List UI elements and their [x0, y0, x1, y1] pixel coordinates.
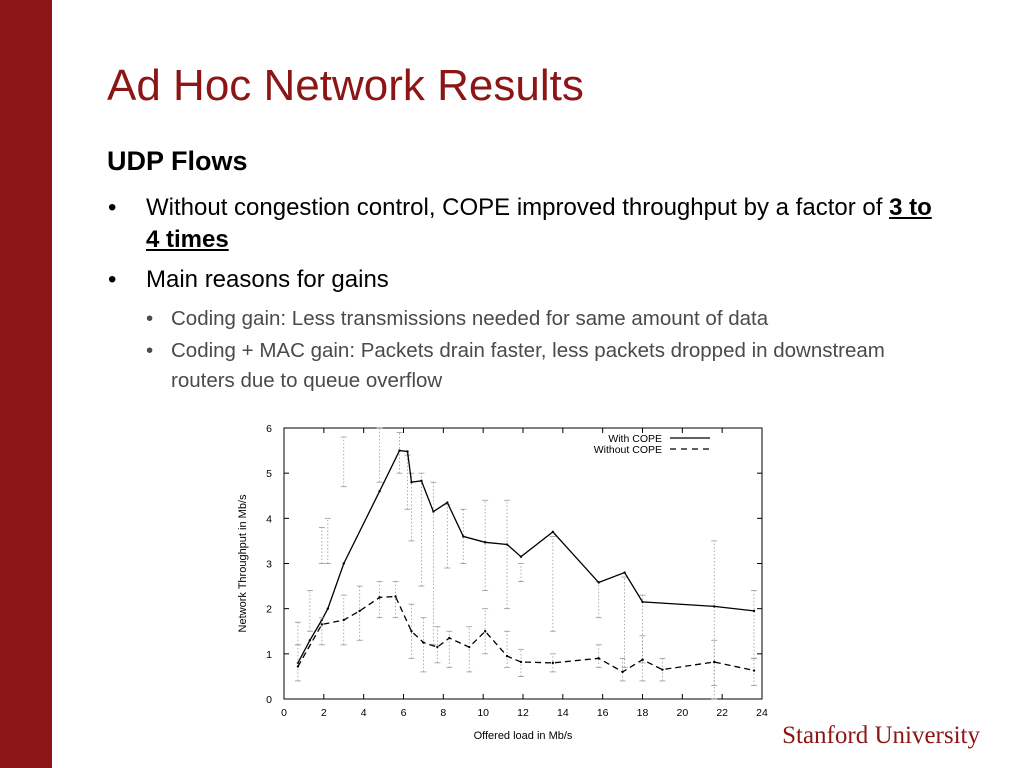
series-line-without-cope [297, 595, 755, 673]
sub-bullet-glyph: • [146, 307, 154, 330]
data-point [462, 535, 465, 538]
x-tick-label: 18 [637, 707, 649, 719]
y-tick-label: 1 [266, 649, 272, 661]
data-point [597, 581, 600, 584]
data-point [468, 645, 471, 649]
data-point [410, 481, 413, 484]
data-point [713, 660, 716, 664]
data-point [448, 636, 451, 640]
data-point [551, 530, 555, 534]
bullet-list: • Without congestion control, COPE impro… [108, 192, 938, 398]
sub-bullet-mac-gain: • Coding + MAC gain: Packets drain faste… [108, 336, 938, 396]
data-point [378, 596, 381, 599]
data-point [623, 571, 626, 574]
data-point [752, 669, 756, 672]
data-point [551, 661, 555, 665]
bullet-text-prefix: Without congestion control, COPE improve… [146, 194, 890, 221]
sub-bullet-glyph: • [146, 339, 154, 362]
x-tick-label: 20 [676, 707, 688, 719]
y-tick-label: 6 [266, 423, 272, 435]
data-point [519, 555, 523, 558]
data-point [505, 543, 509, 546]
bullet-text: Main reasons for gains [146, 266, 389, 293]
throughput-chart: 0 2 4 6 8 10 12 14 16 18 20 22 24 0 1 2 3 4 5 6 Offered load… [230, 418, 780, 748]
data-point [342, 562, 345, 565]
data-point [752, 609, 756, 613]
bullet-glyph: • [108, 266, 117, 293]
data-point [420, 479, 423, 483]
x-tick-label: 4 [361, 707, 367, 719]
data-point [436, 645, 439, 649]
data-point [308, 639, 312, 642]
bullet-item-throughput: • Without congestion control, COPE impro… [108, 192, 938, 256]
x-tick-label: 6 [401, 707, 407, 719]
slide-subtitle: UDP Flows [107, 146, 248, 176]
data-point [394, 595, 397, 598]
bullet-item-reasons: • Main reasons for gains [108, 264, 938, 296]
data-point [422, 641, 425, 644]
x-tick-label: 2 [321, 707, 327, 719]
data-point [505, 654, 509, 658]
data-point [406, 450, 409, 453]
x-axis-label: Offered load in Mb/s [474, 730, 573, 742]
series-line-with-cope [297, 449, 755, 664]
y-tick-label: 4 [266, 513, 272, 525]
data-point [641, 600, 644, 604]
sub-bullet-text: Coding + MAC gain: Packets drain faster,… [171, 339, 885, 392]
x-tick-label: 24 [756, 707, 768, 719]
y-tick-label: 0 [266, 694, 272, 706]
data-point [519, 660, 523, 664]
stanford-logo: Stanford University [782, 722, 980, 749]
x-tick-label: 8 [440, 707, 446, 719]
x-tick-label: 0 [281, 707, 287, 719]
legend-label: Without COPE [594, 444, 662, 456]
x-tick-label: 14 [557, 707, 569, 719]
bullet-emphasis: 3 to 4 times [146, 194, 932, 253]
data-point [661, 668, 664, 671]
slide-title: Ad Hoc Network Results [107, 61, 584, 110]
x-tick-label: 12 [517, 707, 529, 719]
x-tick-label: 16 [597, 707, 609, 719]
data-point [446, 501, 449, 504]
left-accent-bar [0, 0, 52, 768]
data-point [483, 630, 487, 633]
data-point [398, 449, 401, 452]
data-point [597, 657, 600, 660]
legend-label: With COPE [608, 433, 662, 445]
data-point [483, 541, 487, 544]
y-tick-label: 5 [266, 468, 272, 480]
data-point [358, 609, 361, 613]
y-tick-label: 3 [266, 559, 272, 571]
y-axis-label: Network Throughput in Mb/s [237, 494, 249, 632]
sub-bullet-coding-gain: • Coding gain: Less transmissions needed… [108, 304, 938, 334]
data-point [641, 658, 644, 661]
data-point [296, 665, 300, 668]
data-point [621, 670, 624, 674]
data-point [713, 605, 716, 608]
data-point [410, 630, 413, 633]
data-point [326, 607, 330, 610]
x-tick-label: 22 [716, 707, 728, 719]
data-point [432, 510, 435, 513]
sub-bullet-text: Coding gain: Less transmissions needed f… [171, 307, 769, 330]
y-tick-label: 2 [266, 604, 272, 616]
data-point [342, 618, 345, 622]
bullet-glyph: • [108, 194, 117, 221]
data-point [378, 490, 381, 493]
data-point [320, 623, 324, 626]
x-tick-label: 10 [477, 707, 489, 719]
